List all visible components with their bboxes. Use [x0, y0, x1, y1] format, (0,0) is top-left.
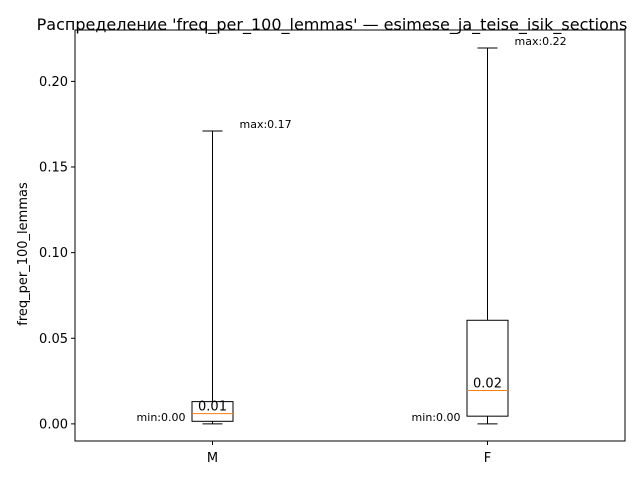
- x-tick-label: F: [484, 451, 491, 466]
- max-annotation: max:0.22: [515, 35, 567, 48]
- min-annotation: min:0.00: [137, 411, 186, 424]
- y-tick-label: 0.00: [39, 417, 68, 432]
- min-annotation: min:0.00: [412, 411, 461, 424]
- chart-title: Распределение 'freq_per_100_lemmas' — es…: [37, 15, 628, 35]
- y-tick-label: 0.20: [39, 75, 68, 90]
- median-value-label: 0.02: [473, 376, 502, 391]
- y-axis-label: freq_per_100_lemmas: [16, 182, 31, 326]
- x-tick-label: M: [207, 451, 218, 466]
- box-iqr: [466, 319, 509, 417]
- box-iqr: [191, 401, 234, 422]
- median-value-label: 0.01: [198, 400, 227, 415]
- plot-frame: [74, 29, 626, 442]
- y-tick-label: 0.05: [39, 332, 68, 347]
- y-tick-label: 0.10: [39, 246, 68, 261]
- max-annotation: max:0.17: [240, 118, 292, 131]
- plot-area: 0.00 0.05 0.10 0.15 0.20 M F 0.01 max:0.17 min:0.…: [39, 29, 626, 466]
- y-tick-label: 0.15: [39, 161, 68, 176]
